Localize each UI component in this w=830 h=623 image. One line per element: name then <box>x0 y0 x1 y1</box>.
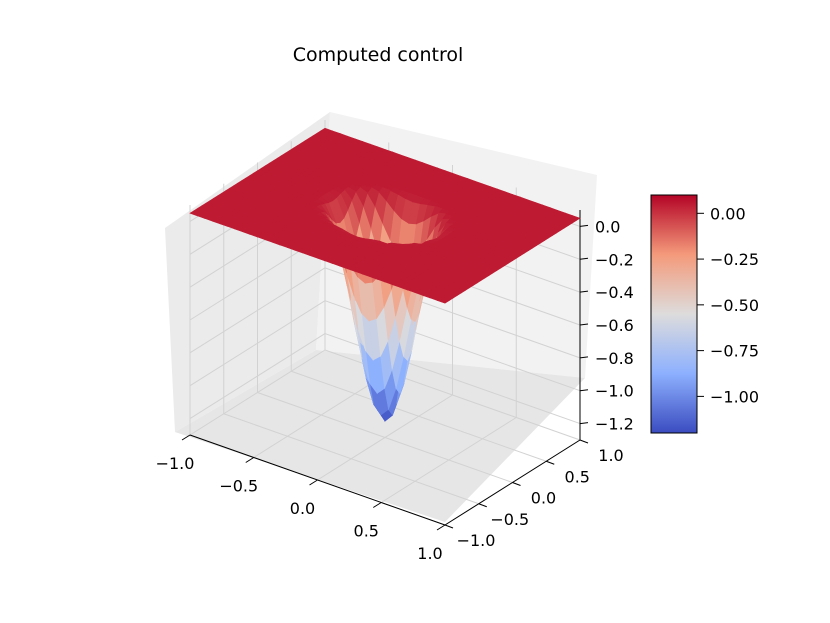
colorbar-tick-label: −0.75 <box>710 342 759 361</box>
y-tick-mark <box>478 503 487 508</box>
y-tick-label: 0.0 <box>531 489 556 508</box>
z-axis-ticks: −1.2 −1.0 −0.8 −0.6 −0.4 −0.2 0.0 <box>579 217 634 434</box>
x-tick-mark <box>245 457 255 463</box>
colorbar-tick-label: −0.25 <box>710 250 759 269</box>
x-tick-mark <box>181 434 191 441</box>
y-tick-label: −1.0 <box>457 531 496 550</box>
colorbar-ticks: 0.00 −0.25 −0.50 −0.75 −1.00 <box>697 204 759 406</box>
y-tick-label: 0.5 <box>565 467 590 486</box>
x-tick-mark <box>309 479 318 486</box>
x-tick-label: 0.5 <box>354 522 379 541</box>
y-tick-label: −0.5 <box>490 510 529 529</box>
z-tick-label: −0.2 <box>595 250 634 269</box>
z-tick-mark <box>579 389 589 392</box>
z-tick-mark <box>579 290 589 293</box>
chart-title: Computed control <box>292 44 464 66</box>
colorbar <box>650 194 698 434</box>
y-axis-ticks: −1.0 −0.50.0 0.5 1.0 <box>444 439 624 550</box>
surface-patch <box>436 297 450 304</box>
z-tick-mark <box>579 356 589 359</box>
y-tick-mark <box>444 524 454 529</box>
z-tick-mark <box>579 224 589 227</box>
y-tick-mark <box>579 439 589 444</box>
surface-plot <box>189 127 581 422</box>
x-tick-mark <box>436 524 446 531</box>
colorbar-tick-label: −1.00 <box>710 387 759 406</box>
y-tick-mark <box>546 460 555 465</box>
x-tick-label: 0.0 <box>290 499 315 518</box>
x-tick-mark <box>372 502 382 508</box>
y-tick-label: 1.0 <box>598 446 623 465</box>
y-tick-mark <box>512 482 521 486</box>
z-tick-label: −0.6 <box>595 316 634 335</box>
x-tick-label: −0.5 <box>219 477 258 496</box>
x-axis-ticks: −1.0 −0.5 0.0 0.5 1.0 <box>156 434 446 563</box>
z-tick-mark <box>579 422 589 425</box>
z-tick-label: −0.8 <box>595 349 634 368</box>
colorbar-tick-label: −0.50 <box>710 296 759 315</box>
z-tick-label: −1.2 <box>595 415 634 434</box>
z-tick-label: 0.0 <box>595 217 620 236</box>
z-tick-label: −1.0 <box>595 382 634 401</box>
z-tick-label: −0.4 <box>595 283 634 302</box>
colorbar-tick-label: 0.00 <box>710 204 746 223</box>
z-tick-mark <box>579 257 589 260</box>
x-tick-label: −1.0 <box>156 454 195 473</box>
z-tick-mark <box>579 323 589 326</box>
x-tick-label: 1.0 <box>417 544 442 563</box>
